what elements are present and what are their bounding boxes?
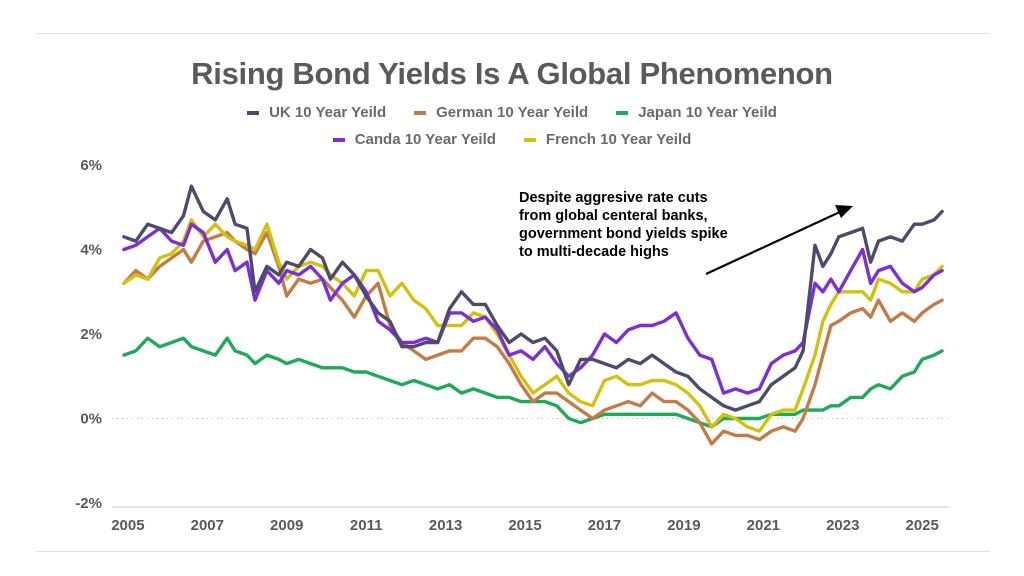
- series-line-german: [122, 230, 944, 446]
- legend-item-german: German 10 Year Yeild: [414, 104, 588, 121]
- y-tick-label: -2%: [75, 495, 102, 512]
- annotation-line-4: to multi-decade highs: [519, 244, 669, 260]
- annotation-line-2: from global centeral banks,: [519, 208, 708, 224]
- legend-swatch-canada: [332, 137, 345, 142]
- y-tick-label: 4%: [80, 242, 102, 259]
- series-line-french: [122, 218, 944, 433]
- y-tick-label: 2%: [80, 326, 102, 343]
- x-tick-label: 2007: [191, 517, 224, 534]
- legend-label-uk: UK 10 Year Yeild: [269, 104, 387, 121]
- x-tick-label: 2021: [747, 517, 780, 534]
- x-tick-label: 2023: [826, 517, 859, 534]
- y-tick-label: 0%: [80, 411, 102, 428]
- x-tick-label: 2019: [667, 517, 700, 534]
- x-tick-label: 2011: [350, 517, 383, 534]
- legend-item-japan: Japan 10 Year Yeild: [616, 104, 777, 121]
- x-tick-label: 2005: [111, 517, 144, 534]
- legend-label-french: French 10 Year Yeild: [545, 131, 692, 148]
- x-axis-ticks: 2005 2007 2009 2011 2013 2015 2017 2019 2021 2023…: [111, 517, 939, 534]
- legend-swatch-french: [523, 137, 536, 142]
- legend-item-canada: Canda 10 Year Yeild: [332, 131, 496, 148]
- legend-label-japan: Japan 10 Year Yeild: [638, 104, 777, 121]
- legend-row-1: UK 10 Year Yeild German 10 Year Yeild Ja…: [0, 104, 1024, 121]
- series-line-canda: [122, 222, 944, 395]
- annotation-line-3: government bond yields spike: [519, 226, 728, 242]
- legend-label-canada: Canda 10 Year Yeild: [354, 131, 496, 148]
- annotation-arrow: [705, 210, 843, 275]
- legend-item-french: French 10 Year Yeild: [523, 131, 692, 148]
- bottom-divider: [36, 551, 990, 552]
- x-tick-label: 2025: [906, 517, 939, 534]
- legend-swatch-japan: [616, 110, 629, 115]
- x-tick-label: 2017: [588, 517, 621, 534]
- legend-item-uk: UK 10 Year Yeild: [247, 104, 386, 121]
- chart-title: Rising Bond Yields Is A Global Phenomeno…: [191, 56, 833, 91]
- legend-swatch-german: [414, 110, 427, 115]
- annotation: Despite aggresive rate cuts from global …: [519, 190, 853, 275]
- top-divider: [36, 33, 990, 34]
- x-tick-label: 2009: [270, 517, 303, 534]
- series-lines: [122, 184, 944, 446]
- legend-row-2: Canda 10 Year Yeild French 10 Year Yeild: [0, 131, 1024, 148]
- series-line-uk: [122, 184, 944, 412]
- y-tick-label: 6%: [80, 157, 102, 174]
- x-tick-label: 2015: [508, 517, 541, 534]
- y-axis-ticks: -2% 0% 2% 4% 6%: [75, 157, 102, 512]
- legend-label-german: German 10 Year Yeild: [436, 104, 589, 121]
- series-line-japan: [122, 336, 944, 429]
- annotation-line-1: Despite aggresive rate cuts: [519, 190, 708, 206]
- x-tick-label: 2013: [429, 517, 462, 534]
- arrow-head-icon: [835, 205, 853, 218]
- legend-swatch-uk: [247, 110, 260, 115]
